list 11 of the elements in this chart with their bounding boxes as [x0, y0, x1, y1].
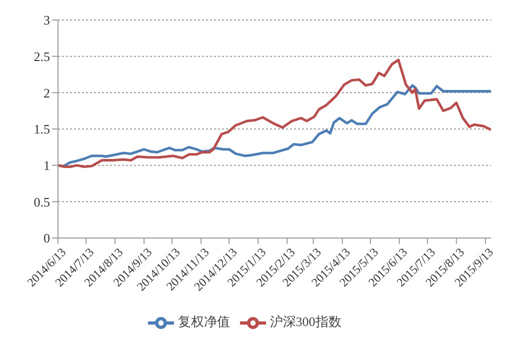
y-tick-label: 1	[44, 158, 50, 173]
y-tick-label: 2	[44, 85, 50, 100]
legend-label: 复权净值	[178, 314, 230, 329]
y-tick-label: 1.5	[34, 122, 50, 137]
line-series	[58, 58, 491, 168]
line-series	[58, 84, 491, 168]
legend-label: 沪深300指数	[270, 314, 342, 329]
y-tick-label: 0	[44, 230, 50, 246]
y-tick-label: 2.5	[34, 48, 50, 64]
y-tick-label: 0.5	[34, 194, 50, 210]
y-tick-label: 3	[44, 12, 50, 28]
